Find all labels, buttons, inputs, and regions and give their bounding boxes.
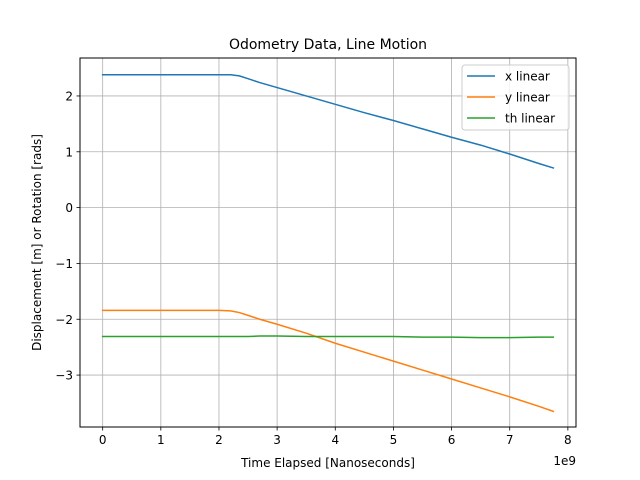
series-line-y-linear (101, 309, 555, 413)
legend-entries: x linear y linear th linear (467, 70, 555, 126)
y-axis-label: Displacement [m] or Rotation [rads] (30, 134, 44, 351)
x-tick-label: 3 (273, 433, 281, 447)
legend: x linear y linear th linear (461, 64, 570, 131)
x-tick-label: 0 (99, 433, 107, 447)
x-tick-label: 1 (157, 433, 165, 447)
y-tick-label: 0 (65, 201, 73, 215)
y-axis-ticks: −3 −2 −1 0 1 2 (55, 89, 80, 383)
series-line-x-linear (101, 74, 555, 169)
chart-title: Odometry Data, Line Motion (229, 37, 427, 53)
x-tick-label: 8 (564, 433, 572, 447)
y-tick-label: 1 (65, 145, 73, 159)
x-axis-ticks: 0 1 2 3 4 5 6 7 8 (99, 427, 572, 447)
x-tick-label: 7 (506, 433, 514, 447)
x-axis-label: Time Elapsed [Nanoseconds] (240, 456, 415, 470)
legend-label: y linear (505, 91, 550, 105)
legend-box (461, 64, 570, 131)
x-axis-offset-label: 1e9 (553, 454, 576, 468)
legend-label: th linear (505, 112, 555, 126)
x-tick-label: 4 (331, 433, 339, 447)
y-tick-label: −1 (55, 257, 73, 271)
y-tick-label: 2 (65, 89, 73, 103)
x-tick-label: 2 (215, 433, 223, 447)
series-line-th-linear (101, 335, 555, 339)
axes-frame (79, 57, 577, 428)
y-tick-label: −3 (55, 369, 73, 383)
x-tick-label: 5 (390, 433, 398, 447)
legend-label: x linear (505, 70, 550, 84)
series-lines (101, 74, 555, 413)
y-tick-label: −2 (55, 313, 73, 327)
x-tick-label: 6 (448, 433, 456, 447)
